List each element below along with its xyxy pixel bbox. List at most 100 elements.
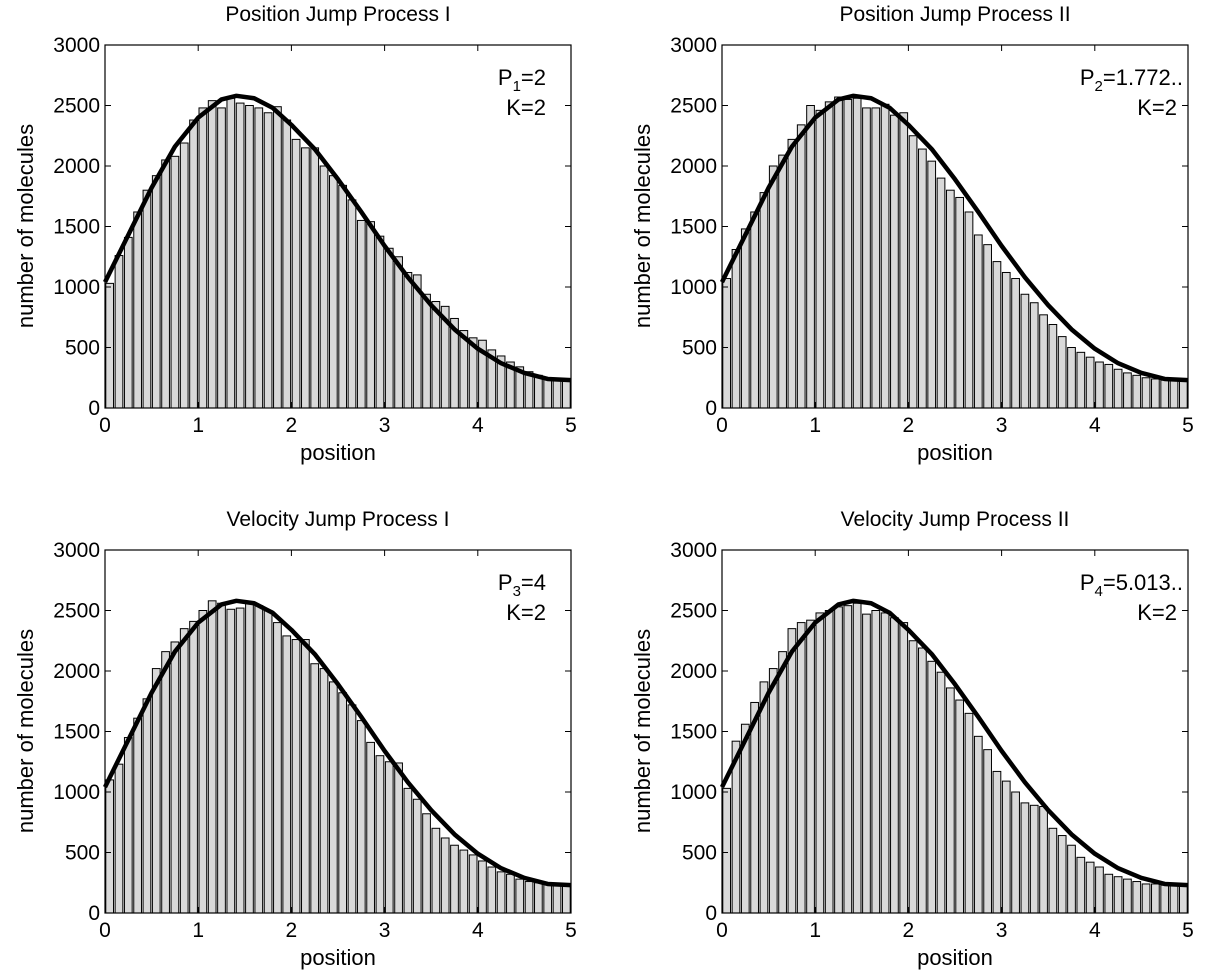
histogram-bar [114, 763, 124, 914]
y-tick-label: 2500 [670, 95, 717, 118]
histogram-bar [936, 671, 946, 914]
histogram-bar [319, 165, 329, 409]
histogram-bar [1113, 368, 1123, 409]
histogram-bar [834, 96, 843, 409]
histogram-bar [1076, 351, 1086, 409]
histogram-bar [561, 379, 571, 409]
y-tick-label: 1500 [670, 721, 717, 744]
histogram-bar [1160, 379, 1170, 409]
x-axis-label: position [917, 440, 993, 465]
histogram-bar [440, 837, 450, 914]
x-tick-label: 1 [192, 414, 204, 437]
histogram-bar [852, 602, 862, 914]
histogram-bar [1085, 356, 1095, 409]
y-tick-label: 2000 [53, 660, 100, 683]
y-tick-label: 1500 [53, 721, 100, 744]
histogram-bar [282, 635, 292, 914]
histogram-bar [1085, 861, 1095, 914]
histogram-bar [254, 107, 264, 409]
parameter-annotation: P3=4 [498, 570, 546, 600]
histogram-bar [310, 147, 320, 409]
histogram-bar [450, 844, 459, 914]
histogram-bar [431, 301, 441, 409]
histogram-bar [1132, 374, 1142, 409]
histogram-bar [189, 620, 198, 914]
histogram-bar [226, 97, 236, 409]
histogram-bar [375, 755, 385, 914]
histogram-bar [955, 196, 965, 409]
histogram-bar [722, 278, 732, 409]
histogram-bar [561, 884, 571, 914]
y-tick-label: 2000 [670, 155, 717, 178]
parameter-subscript: 3 [513, 583, 521, 600]
y-tick-label: 2000 [670, 660, 717, 683]
histogram-bar [217, 602, 226, 914]
histogram-bar [142, 698, 152, 914]
histogram-bar [973, 234, 983, 409]
parameter-symbol: P [1080, 65, 1095, 90]
parameter-annotation: P2=1.772.. [1080, 65, 1183, 95]
histogram-bar [198, 610, 208, 914]
histogram-bar [973, 735, 983, 914]
x-tick-label: 2 [903, 414, 915, 437]
histogram-bar [983, 749, 992, 914]
histogram-bar [226, 608, 236, 914]
histogram-bar [983, 244, 992, 409]
histogram-bar [384, 247, 394, 409]
histogram-bar [282, 119, 292, 409]
histogram-bar [151, 175, 161, 409]
histogram-bar [796, 124, 806, 409]
histogram-bar [1057, 336, 1067, 409]
histogram-bar [161, 651, 170, 914]
k-annotation: K=2 [506, 95, 546, 120]
y-tick-label: 1500 [670, 216, 717, 239]
y-axis-label: number of molecules [13, 124, 38, 328]
histogram-bar [133, 211, 142, 409]
panel-title: Velocity Jump Process I [227, 508, 450, 531]
histogram-bar [273, 106, 282, 409]
histogram-bar [843, 98, 853, 409]
histogram-bar [1057, 835, 1067, 914]
histogram-bar [1048, 827, 1058, 914]
y-tick-label: 2000 [53, 155, 100, 178]
histogram-bar [964, 211, 974, 409]
y-tick-label: 0 [705, 902, 717, 925]
plot-area: 0 1 2 3 4 5 0 500 1000 1500 2000 2500 3000 [53, 34, 577, 437]
x-tick-label: 0 [716, 414, 728, 437]
histogram-bar [207, 100, 217, 409]
histogram-bar [927, 660, 937, 914]
histogram-bar [151, 668, 161, 914]
histogram-bar [394, 762, 403, 914]
x-tick-label: 4 [1089, 414, 1101, 437]
histogram-bar [254, 605, 264, 914]
histogram-bar [170, 641, 180, 914]
histogram-bar [1067, 347, 1076, 409]
histogram-bar [1095, 866, 1104, 914]
histogram-bar [1020, 293, 1030, 409]
histogram-bar [1123, 878, 1132, 914]
panel-title: Velocity Jump Process II [841, 508, 1070, 531]
x-tick-label: 3 [379, 414, 391, 437]
histogram-bar [871, 610, 881, 914]
histogram-bar [778, 651, 787, 914]
histogram-bar [543, 883, 553, 914]
histogram-bar [1151, 378, 1160, 409]
y-axis-label: number of molecules [630, 629, 655, 833]
histogram-bar [908, 640, 918, 914]
histogram-bar [852, 97, 862, 409]
histogram-bar [834, 606, 843, 914]
histogram-bar [366, 221, 375, 409]
x-tick-label: 5 [1182, 414, 1194, 437]
plot-area: 0 1 2 3 4 5 0 500 1000 1500 2000 2500 3000 [53, 539, 577, 942]
histogram-bar [161, 159, 170, 409]
histogram-bar [534, 882, 543, 914]
x-tick-label: 5 [565, 414, 577, 437]
histogram-bar [722, 787, 732, 914]
k-annotation: K=2 [1137, 600, 1177, 625]
x-tick-label: 3 [996, 919, 1008, 942]
histogram-bar [273, 622, 282, 914]
histogram-bar [1123, 372, 1132, 409]
histogram-bar [338, 184, 348, 409]
histogram-bar [179, 142, 189, 409]
histogram-bar [384, 761, 394, 914]
